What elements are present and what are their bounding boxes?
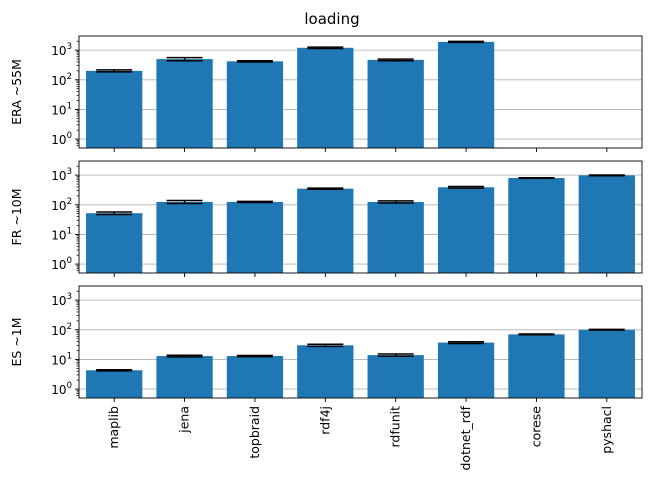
y-tick-label: 101 (51, 101, 72, 117)
panel-3: 100 101 102 103 ES ~1M (9, 285, 643, 402)
y-axis-label: FR ~10M (9, 188, 24, 245)
bar-pyshacl (578, 329, 635, 398)
errorbar-maplib (96, 211, 133, 216)
errorbar-maplib (96, 69, 133, 73)
bar-dotnet_rdf (437, 187, 495, 273)
x-tick-label-rdfunit: rdfunit (388, 406, 403, 448)
errorbar-maplib (96, 368, 133, 372)
errorbar-topbraid (236, 354, 273, 358)
errorbar-rdf4j (307, 187, 344, 190)
bar-rdf4j (297, 188, 354, 273)
errorbar-jena (166, 56, 203, 62)
bar-topbraid (226, 356, 284, 398)
bar-topbraid (226, 61, 284, 149)
x-tick-label-pyshacl: pyshacl (599, 406, 614, 454)
bar-pyshacl (578, 175, 635, 273)
y-tick-label: 100 (51, 256, 72, 272)
bar-rdfunit (367, 201, 424, 273)
y-tick-label: 101 (51, 351, 72, 367)
bar-corese (508, 178, 565, 273)
bar-jena (156, 356, 213, 398)
y-tick-label: 100 (51, 381, 72, 397)
bar-rdf4j (297, 345, 354, 398)
y-tick-label: 102 (51, 322, 72, 338)
errorbar-rdfunit (377, 200, 414, 204)
x-tick-label-dotnet_rdf: dotnet_rdf (458, 405, 473, 470)
errorbar-dotnet_rdf (448, 40, 485, 44)
x-tick-label-topbraid: topbraid (247, 406, 262, 459)
x-tick-label-rdf4j: rdf4j (317, 406, 332, 435)
errorbar-rdf4j (307, 343, 344, 348)
y-tick-label: 102 (51, 72, 72, 88)
axes-frame (78, 285, 643, 399)
y-axis-label: ES ~1M (9, 317, 24, 366)
y-tick-label: 102 (51, 197, 72, 213)
y-tick-label: 103 (51, 292, 72, 308)
bar-dotnet_rdf (437, 41, 495, 149)
panel-2: 100 101 102 103 FR ~10M (9, 160, 643, 277)
panel-1: 100 101 102 103 ERA ~55M (9, 35, 643, 152)
x-tick-label-corese: corese (528, 406, 543, 448)
bar-rdfunit (367, 59, 424, 149)
x-tick-label-jena: jena (177, 406, 192, 434)
bar-rdf4j (297, 47, 354, 148)
bar-jena (156, 59, 213, 149)
axes-frame (78, 160, 643, 274)
errorbar-dotnet_rdf (448, 340, 485, 345)
errorbar-jena (166, 199, 203, 205)
errorbar-jena (166, 354, 203, 358)
chart-title: loading (304, 10, 359, 28)
errorbar-topbraid (236, 59, 273, 63)
errorbar-rdfunit (377, 353, 414, 358)
bar-corese (508, 334, 565, 398)
bar-jena (156, 201, 213, 273)
x-tick-label-maplib: maplib (106, 406, 121, 449)
errorbar-topbraid (236, 200, 273, 204)
errorbar-pyshacl (588, 328, 625, 331)
bar-maplib (86, 70, 143, 148)
axes-frame (78, 35, 643, 149)
y-tick-label: 103 (51, 167, 72, 183)
y-tick-label: 100 (51, 131, 72, 147)
errorbar-corese (518, 333, 555, 336)
bar-maplib (86, 213, 143, 273)
y-tick-label: 103 (51, 42, 72, 58)
bar-dotnet_rdf (437, 342, 495, 398)
errorbar-dotnet_rdf (448, 185, 485, 189)
errorbar-corese (518, 176, 555, 180)
errorbar-rdf4j (307, 46, 344, 50)
bar-rdfunit (367, 355, 424, 398)
errorbar-rdfunit (377, 58, 414, 62)
errorbar-pyshacl (588, 174, 625, 177)
y-tick-label: 101 (51, 226, 72, 242)
y-axis-label: ERA ~55M (9, 59, 24, 125)
bar-maplib (86, 370, 143, 398)
bar-topbraid (226, 201, 284, 273)
